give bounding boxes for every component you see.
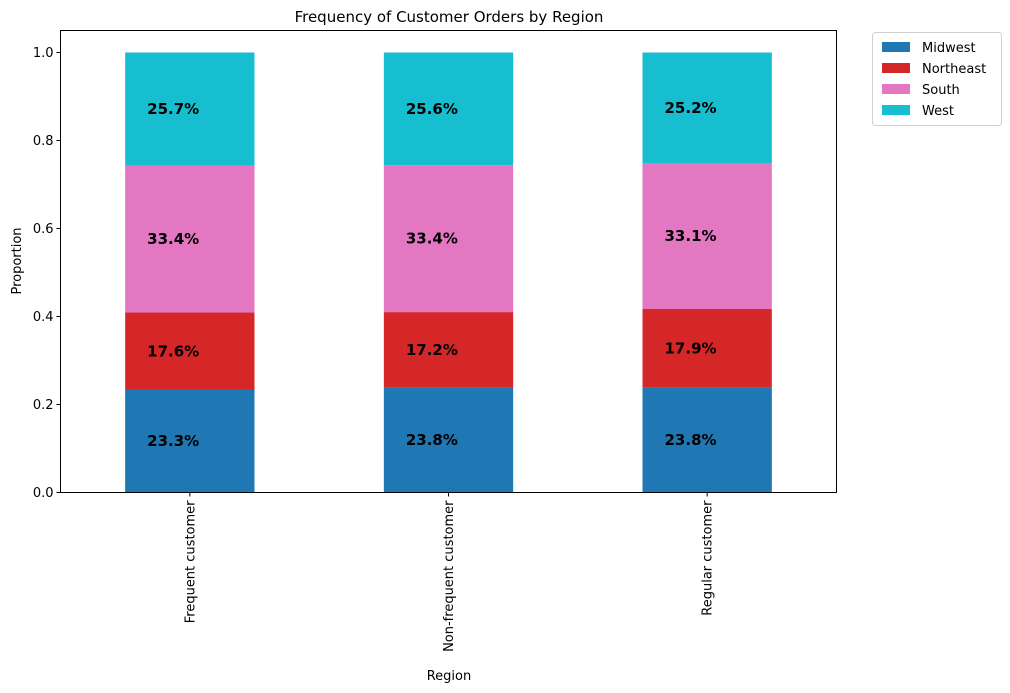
y-tick-label: 0.8 — [33, 134, 54, 149]
bar-segment-northeast-1 — [383, 312, 514, 388]
y-tick-label: 1.0 — [33, 46, 54, 61]
legend: Midwest Northeast South West — [872, 32, 1002, 126]
data-label-west-1: 25.6% — [406, 100, 458, 118]
y-tick-label: 0.2 — [33, 398, 54, 413]
bar-segment-south-1 — [383, 165, 514, 313]
legend-swatch-west — [882, 105, 910, 115]
chart-title: Frequency of Customer Orders by Region — [295, 8, 604, 26]
y-axis: 0.0 0.2 0.4 0.6 0.8 1.0 — [33, 46, 61, 501]
data-label-northeast-0: 17.6% — [147, 342, 199, 360]
legend-label-midwest: Midwest — [922, 41, 976, 56]
data-label-northeast-1: 17.2% — [406, 341, 458, 359]
data-label-midwest-1: 23.8% — [406, 431, 458, 449]
legend-label-northeast: Northeast — [922, 62, 986, 77]
bar-segment-northeast-2 — [642, 309, 772, 388]
x-axis: Frequent customer Non-frequent customer Re… — [183, 492, 716, 652]
x-tick-label: Non-frequent customer — [442, 500, 457, 652]
legend-swatch-northeast — [882, 63, 910, 73]
data-label-west-0: 25.7% — [147, 100, 199, 118]
bar-segment-midwest-0 — [125, 389, 255, 493]
data-label-south-0: 33.4% — [147, 230, 199, 248]
legend-swatch-midwest — [882, 42, 910, 52]
data-labels-group: 23.3% 17.6% 33.4% 25.7% 23.8% 17.2% 33.4% 25.6%… — [147, 99, 716, 450]
y-tick-label: 0.4 — [33, 310, 54, 325]
bar-segment-northeast-0 — [125, 312, 255, 390]
legend-swatch-south — [882, 84, 910, 94]
x-tick-label: Frequent customer — [183, 500, 198, 623]
bar-segment-west-0 — [125, 52, 255, 166]
y-tick-label: 0.0 — [33, 486, 54, 501]
legend-label-west: West — [922, 104, 954, 119]
y-axis-label: Proportion — [10, 227, 25, 294]
bar-segment-south-2 — [642, 163, 772, 310]
data-label-south-2: 33.1% — [665, 227, 717, 245]
data-label-south-1: 33.4% — [406, 230, 458, 248]
y-tick-label: 0.6 — [33, 222, 54, 237]
bar-segment-midwest-1 — [383, 387, 514, 493]
data-label-midwest-0: 23.3% — [147, 432, 199, 450]
legend-label-south: South — [922, 83, 960, 98]
data-label-northeast-2: 17.9% — [665, 339, 717, 357]
data-label-midwest-2: 23.8% — [665, 431, 717, 449]
bar-segment-west-2 — [642, 52, 772, 164]
bars-group — [125, 52, 772, 493]
data-label-west-2: 25.2% — [665, 99, 717, 117]
legend-frame — [872, 32, 1002, 126]
bar-segment-midwest-2 — [642, 387, 772, 493]
bar-segment-south-0 — [125, 165, 255, 313]
x-tick-label: Regular customer — [701, 500, 716, 616]
x-axis-label: Region — [427, 669, 472, 684]
bar-segment-west-1 — [383, 52, 514, 166]
